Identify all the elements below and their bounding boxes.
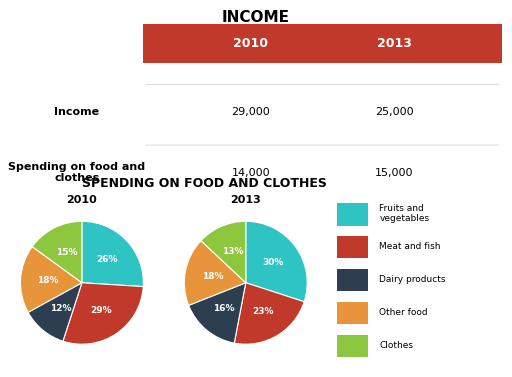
Text: 30%: 30% — [263, 258, 284, 267]
Text: Spending on food and
clothes: Spending on food and clothes — [8, 162, 145, 183]
Text: 12%: 12% — [50, 304, 71, 313]
Text: 15,000: 15,000 — [375, 167, 414, 178]
Text: Other food: Other food — [379, 308, 428, 317]
Wedge shape — [234, 283, 304, 344]
Wedge shape — [184, 241, 246, 305]
Bar — [143, 23, 502, 63]
Text: 2013: 2013 — [377, 37, 412, 50]
Text: 2010: 2010 — [233, 37, 268, 50]
Bar — [337, 335, 368, 357]
Text: INCOME: INCOME — [222, 10, 290, 25]
Text: Fruits and
vegetables: Fruits and vegetables — [379, 204, 430, 223]
Text: 18%: 18% — [37, 276, 59, 285]
Title: 2010: 2010 — [67, 195, 97, 205]
Text: 29,000: 29,000 — [231, 107, 270, 117]
Wedge shape — [188, 283, 246, 343]
Text: 29%: 29% — [90, 306, 112, 315]
Wedge shape — [20, 247, 82, 313]
Bar — [337, 269, 368, 291]
Wedge shape — [246, 221, 307, 302]
Text: SPENDING ON FOOD AND CLOTHES: SPENDING ON FOOD AND CLOTHES — [82, 178, 327, 190]
Text: Meat and fish: Meat and fish — [379, 242, 441, 251]
Wedge shape — [201, 221, 246, 283]
Wedge shape — [32, 221, 82, 283]
Text: 18%: 18% — [202, 272, 223, 281]
Text: 23%: 23% — [252, 307, 274, 316]
Bar — [337, 236, 368, 259]
Bar — [337, 203, 368, 225]
Text: 15%: 15% — [56, 248, 77, 257]
Text: Income: Income — [54, 107, 99, 117]
Text: Dairy products: Dairy products — [379, 275, 446, 284]
Text: 16%: 16% — [214, 304, 235, 313]
Text: 25,000: 25,000 — [375, 107, 414, 117]
Bar — [337, 302, 368, 324]
Wedge shape — [63, 283, 143, 344]
Text: 13%: 13% — [222, 247, 243, 256]
Title: 2013: 2013 — [230, 195, 261, 205]
Wedge shape — [82, 221, 143, 287]
Text: 26%: 26% — [96, 255, 117, 264]
Wedge shape — [28, 283, 82, 341]
Text: 14,000: 14,000 — [231, 167, 270, 178]
Text: Clothes: Clothes — [379, 341, 413, 350]
